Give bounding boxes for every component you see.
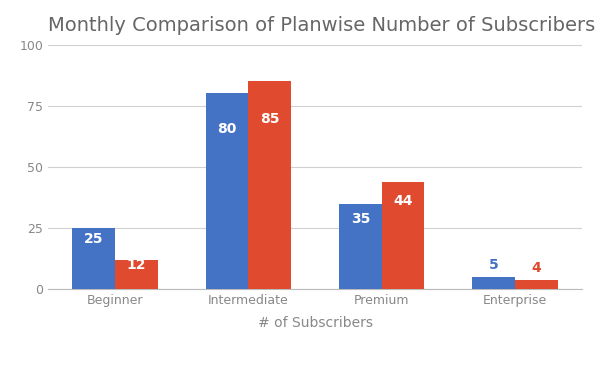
Bar — [515, 280, 558, 289]
Text: 80: 80 — [217, 122, 236, 136]
Bar — [115, 260, 158, 289]
Bar — [248, 81, 291, 289]
Text: 5: 5 — [489, 258, 499, 272]
Legend: Jan, Feb: Jan, Feb — [252, 370, 378, 371]
Bar — [72, 228, 115, 289]
Text: 4: 4 — [532, 261, 541, 275]
Text: 85: 85 — [260, 112, 280, 126]
Bar — [206, 93, 248, 289]
X-axis label: # of Subscribers: # of Subscribers — [257, 316, 373, 329]
Bar — [382, 182, 424, 289]
Text: 12: 12 — [127, 258, 146, 272]
Bar — [472, 277, 515, 289]
Bar — [339, 204, 382, 289]
Text: 25: 25 — [84, 232, 103, 246]
Text: 35: 35 — [350, 212, 370, 226]
Text: 44: 44 — [393, 194, 413, 208]
Text: Monthly Comparison of Planwise Number of Subscribers: Monthly Comparison of Planwise Number of… — [48, 16, 595, 35]
